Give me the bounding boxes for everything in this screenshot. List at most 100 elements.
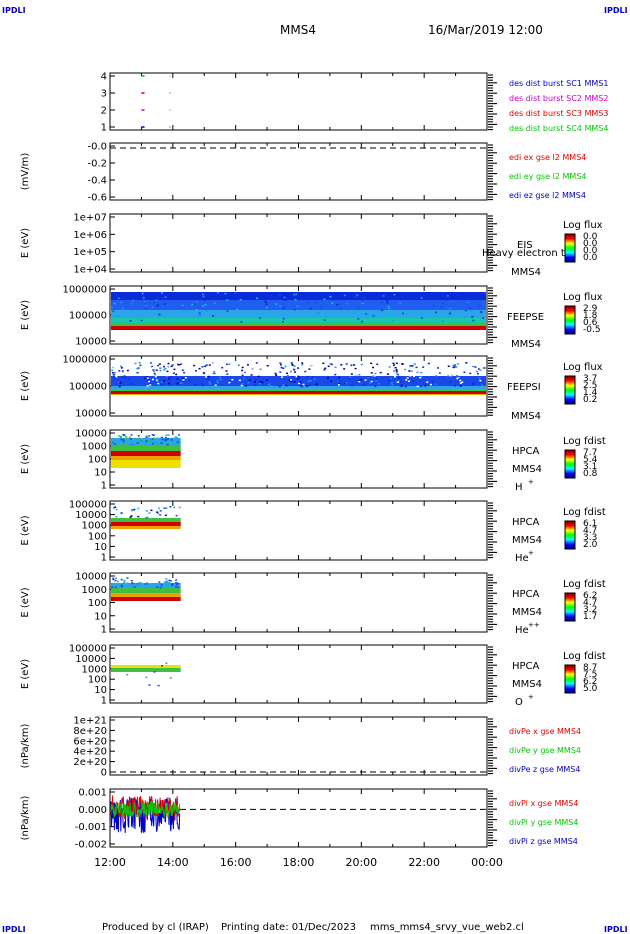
y-tick-label: 100 bbox=[88, 598, 107, 609]
spectrogram-pixel bbox=[301, 371, 304, 374]
spectrogram-pixel bbox=[457, 371, 460, 373]
spectrogram-pixel bbox=[301, 362, 304, 364]
spectrogram-pixel bbox=[477, 368, 480, 370]
colorbar-tick-label: 1.7 bbox=[583, 612, 597, 622]
spectrogram-pixel bbox=[375, 377, 378, 380]
spectrogram-pixel bbox=[276, 318, 279, 320]
spacecraft-label: MMS4 bbox=[512, 679, 542, 690]
spectrogram-pixel bbox=[405, 379, 408, 381]
spectrogram-band bbox=[111, 446, 181, 451]
spectrogram-pixel bbox=[482, 317, 485, 319]
spectrogram-pixel bbox=[309, 307, 312, 310]
y-axis-label: E (eV) bbox=[20, 228, 31, 258]
spectrogram-pixel bbox=[138, 584, 141, 587]
spacecraft-label: MMS4 bbox=[512, 607, 542, 618]
spectrogram-pixel bbox=[388, 379, 391, 382]
y-tick-label: 1000 bbox=[82, 442, 107, 453]
spectrogram-pixel bbox=[145, 585, 148, 588]
y-tick-label: 1000 bbox=[82, 521, 107, 532]
species-label: He bbox=[515, 625, 529, 636]
spectrogram-pixel bbox=[246, 365, 249, 368]
spectrogram-pixel bbox=[114, 586, 117, 589]
spectrogram-pixel bbox=[472, 383, 475, 385]
spectrogram-band bbox=[111, 665, 181, 668]
spectrogram-pixel bbox=[369, 382, 372, 384]
spectrogram-pixel bbox=[122, 442, 125, 444]
spectrogram-pixel bbox=[176, 378, 179, 380]
colorbar-tick-label: 1.8 bbox=[583, 311, 598, 321]
spectrogram-pixel bbox=[393, 364, 396, 366]
spectrogram-pixel bbox=[255, 362, 258, 364]
spectrogram-pixel bbox=[327, 377, 330, 379]
spectrogram-pixel bbox=[115, 375, 118, 378]
spectrogram-pixel bbox=[254, 384, 257, 386]
spectrogram-pixel bbox=[208, 383, 211, 385]
spectrogram-pixel bbox=[140, 318, 143, 320]
spectrogram-pixel bbox=[131, 508, 134, 511]
spectrogram-pixel bbox=[291, 363, 294, 366]
spectrogram-pixel bbox=[225, 370, 228, 372]
legend-entry: edi ey gse l2 MMS4 bbox=[509, 172, 587, 181]
spectrogram-pixel bbox=[293, 365, 296, 367]
spectrogram-pixel bbox=[239, 298, 242, 301]
spectrogram-pixel bbox=[248, 379, 251, 382]
spectrogram-pixel bbox=[327, 365, 330, 368]
y-axis-label: E (eV) bbox=[20, 371, 31, 401]
spectrogram-pixel bbox=[350, 364, 353, 367]
species-label: H bbox=[515, 482, 523, 493]
spectrogram-pixel bbox=[166, 370, 169, 373]
spectrogram-pixel bbox=[123, 586, 126, 588]
spectrogram-pixel bbox=[153, 372, 156, 375]
spacecraft-title: MMS4 bbox=[280, 23, 316, 37]
spectrogram-pixel bbox=[264, 301, 267, 303]
spectrogram-pixel bbox=[398, 380, 401, 382]
spectrogram-pixel bbox=[297, 319, 300, 321]
panel-hpca-7: 10000 1000 100 10 1 E (eV) HPCA MMS4 He ++ Log fdi… bbox=[20, 572, 606, 637]
spectrogram-pixel bbox=[390, 315, 393, 317]
y-tick-label: 100 bbox=[88, 675, 107, 686]
spectrogram-pixel bbox=[449, 366, 452, 369]
spectrogram-pixel bbox=[131, 582, 134, 585]
spectrogram-pixel bbox=[154, 373, 157, 376]
spectrogram-pixel bbox=[155, 443, 158, 446]
spectrogram-pixel bbox=[308, 368, 311, 370]
spectrogram-pixel bbox=[173, 368, 176, 371]
spectrogram-pixel bbox=[459, 382, 462, 384]
spectrogram-pixel bbox=[226, 373, 229, 375]
y-tick-label: 4e+20 bbox=[73, 747, 107, 758]
spectrogram-pixel bbox=[424, 384, 427, 387]
spectrogram-pixel bbox=[177, 441, 180, 443]
spectrogram-pixel bbox=[420, 297, 423, 299]
spectrogram-pixel bbox=[236, 308, 239, 311]
spectrogram-pixel bbox=[297, 367, 300, 369]
spectrogram-pixel bbox=[168, 313, 171, 315]
spectrogram-pixel bbox=[293, 308, 296, 311]
spectrogram-pixel bbox=[405, 313, 408, 315]
spectrogram-pixel bbox=[173, 292, 176, 294]
spectrogram-pixel bbox=[113, 372, 116, 374]
spectrogram-pixel bbox=[483, 292, 486, 294]
spectrogram-pixel bbox=[270, 384, 273, 387]
spectrogram-pixel bbox=[170, 365, 173, 368]
spectrogram-pixel bbox=[387, 305, 390, 308]
spectrogram-pixel bbox=[157, 512, 160, 515]
spectrogram-pixel bbox=[213, 372, 216, 375]
y-axis-label: E (eV) bbox=[20, 587, 31, 617]
spectrogram-pixel bbox=[183, 371, 186, 374]
spectrogram-pixel bbox=[210, 362, 213, 364]
spectrogram-pixel bbox=[216, 292, 219, 294]
spectrogram-pixel bbox=[130, 442, 133, 445]
spectrogram-pixel bbox=[145, 516, 148, 519]
spacecraft-label: MMS4 bbox=[512, 464, 542, 475]
spectrogram-pixel bbox=[433, 305, 436, 307]
y-tick-label: 0.000 bbox=[78, 805, 107, 816]
spectrogram-pixel bbox=[452, 366, 455, 369]
spectrogram-pixel bbox=[143, 301, 146, 303]
y-tick-label: 10 bbox=[94, 685, 107, 696]
species-label: Heavy electron to bbox=[482, 248, 571, 259]
y-tick-label: 100 bbox=[88, 455, 107, 466]
spectrogram-pixel bbox=[246, 364, 249, 366]
spectrogram-pixel bbox=[119, 436, 122, 438]
spectrogram-pixel bbox=[395, 381, 398, 383]
